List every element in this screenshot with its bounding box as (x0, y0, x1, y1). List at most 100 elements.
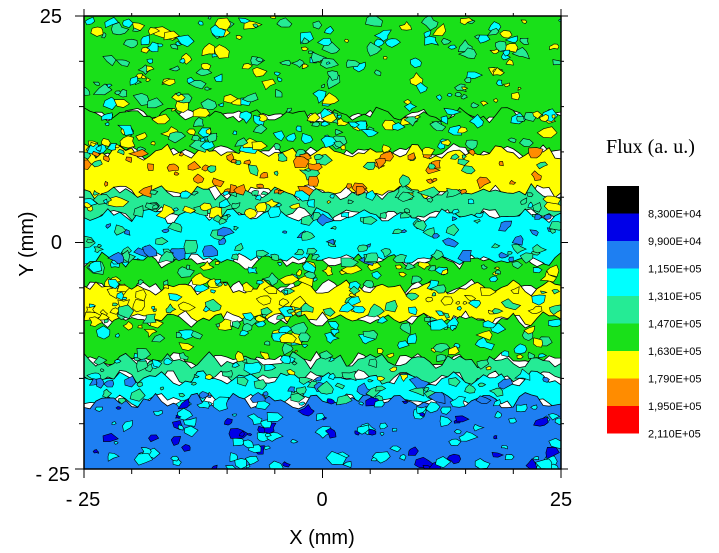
contour-patch (473, 219, 481, 224)
contour-patch (201, 62, 212, 70)
contour-patch (170, 436, 182, 446)
contour-patch (293, 155, 310, 168)
contour-patch (298, 377, 314, 385)
contour-patch (519, 37, 529, 45)
contour-patch (198, 391, 210, 399)
contour-patch (259, 171, 269, 179)
contour-patch (273, 170, 279, 177)
contour-patch (505, 59, 514, 66)
contour-patch (136, 348, 152, 362)
contour-patch (95, 377, 105, 389)
contour-patch (432, 23, 447, 37)
contour-patch (300, 37, 310, 44)
contour-patch (516, 115, 525, 122)
contour-patch (167, 221, 183, 233)
contour-patch (146, 65, 155, 73)
contour-patch (430, 249, 444, 261)
contour-patch (186, 128, 196, 136)
legend-level-label: 8,300E+04 (648, 209, 702, 221)
contour-patch (145, 77, 151, 82)
contour-patch (277, 189, 285, 195)
contour-patch (178, 352, 189, 361)
contour-patch (474, 336, 495, 351)
contour-patch (404, 102, 418, 112)
contour-patch (330, 329, 340, 337)
contour-patch (113, 441, 119, 445)
contour-patch (520, 197, 528, 205)
contour-patch (375, 385, 387, 392)
contour-patch (328, 372, 336, 380)
contour-patch (399, 322, 411, 335)
contour-patch (404, 262, 416, 270)
contour-patch (527, 306, 543, 314)
contour-patch (247, 433, 253, 436)
contour-patch (270, 253, 280, 261)
contour-patch (423, 386, 430, 392)
contour-patch (256, 249, 270, 258)
contour-patch (458, 431, 479, 442)
contour-patch (325, 238, 335, 246)
contour-patch (113, 99, 130, 108)
contour-patch (297, 404, 315, 417)
contour-patch (251, 189, 259, 196)
contour-patch (532, 244, 547, 254)
contour-patch (210, 289, 217, 294)
contour-patch (511, 47, 530, 60)
contour-patch (532, 456, 540, 461)
contour-patch (500, 445, 508, 450)
contour-patch (533, 337, 543, 348)
contour-patch (122, 420, 133, 433)
contour-patch (374, 157, 386, 170)
contour-patch (212, 396, 230, 412)
contour-patch (134, 453, 154, 466)
contour-patch (124, 375, 137, 388)
legend-level-label: 1,950E+05 (648, 401, 702, 413)
contour-patch (435, 310, 444, 316)
contour-patch (500, 298, 522, 311)
contour-patch (413, 220, 427, 232)
contour-patch (507, 137, 517, 144)
contour-patch (286, 368, 296, 376)
contour-patch (519, 138, 534, 147)
contour-patch (320, 83, 325, 88)
contour-patch (347, 121, 360, 129)
contour-patch (234, 242, 244, 252)
contour-patch (199, 260, 215, 271)
contour-patch (96, 312, 110, 321)
contour-patch (498, 251, 510, 259)
contour-patch (511, 243, 527, 254)
contour-patch (511, 91, 521, 101)
contour-patch (549, 304, 561, 315)
contour-patch (415, 82, 428, 94)
contour-patch (422, 465, 432, 469)
contour-patch (231, 253, 239, 261)
contour-patch (222, 190, 230, 196)
contour-patch (171, 107, 177, 112)
legend-level-label: 1,310E+05 (648, 291, 702, 303)
contour-patch (435, 456, 452, 469)
legend-swatch (607, 268, 639, 296)
legend-swatch (607, 351, 639, 379)
contour-patch (293, 248, 305, 256)
contour-patch (199, 202, 213, 212)
contour-patch (457, 250, 472, 262)
contour-patch (334, 128, 344, 136)
contour-patch (307, 162, 323, 171)
contour-patch (112, 302, 119, 307)
contour-patch (177, 301, 196, 312)
contour-patch (448, 377, 461, 387)
contour-patch (477, 34, 491, 44)
contour-patch (230, 158, 237, 164)
contour-patch (225, 464, 237, 469)
contour-patch (283, 289, 288, 295)
contour-patch (498, 161, 504, 167)
contour-patch (147, 163, 154, 171)
contour-patch (196, 400, 210, 409)
contour-patch (95, 325, 111, 340)
contour-patch (346, 183, 353, 190)
contour-patch (243, 361, 263, 375)
x-tick-label-mid: 0 (316, 489, 327, 511)
contour-patch (261, 78, 276, 91)
contour-patch (325, 427, 337, 439)
contour-patch (514, 368, 531, 381)
